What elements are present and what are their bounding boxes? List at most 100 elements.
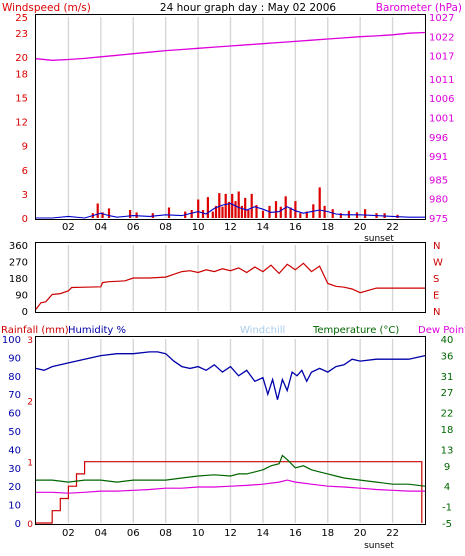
humidity-tick-label: 60 bbox=[8, 409, 21, 420]
rain-tick-label: 1 bbox=[27, 459, 33, 469]
temperature-tick-label: 36 bbox=[441, 351, 454, 362]
x-tick-label: 14 bbox=[257, 222, 270, 233]
barometer-axis-title: Barometer (hPa) bbox=[376, 2, 462, 14]
baro-tick-label: 1006 bbox=[429, 94, 454, 105]
temperature-line bbox=[36, 454, 426, 487]
temperature-tick-label: 22 bbox=[441, 409, 454, 420]
wind-bar bbox=[240, 205, 243, 218]
tick-labels: 0369121518202325975980985991996100110061… bbox=[2, 13, 455, 539]
rain-tick-label: 0 bbox=[27, 520, 33, 530]
direction-tick-label: 180 bbox=[9, 274, 28, 285]
wind-bar bbox=[339, 213, 342, 218]
wind-bar bbox=[221, 206, 224, 218]
wind-bar bbox=[289, 207, 292, 218]
wind-tick-label: 12 bbox=[15, 118, 28, 129]
graph-title: 24 hour graph day : May 02 2006 bbox=[160, 2, 336, 14]
direction-tick-label: 270 bbox=[9, 258, 28, 269]
temperature-tick-label: -5 bbox=[442, 519, 452, 530]
direction-tick-label: 0 bbox=[22, 307, 28, 318]
baro-tick-label: 1001 bbox=[429, 114, 454, 125]
humidity-tick-label: 70 bbox=[8, 390, 21, 401]
wind-bar bbox=[190, 210, 193, 218]
baro-tick-label: 996 bbox=[429, 133, 448, 144]
wind-bar bbox=[318, 187, 321, 218]
wind-tick-label: 9 bbox=[22, 142, 28, 153]
wind-bar bbox=[206, 197, 209, 218]
x-tick-label: 16 bbox=[289, 222, 302, 233]
wind-bar bbox=[201, 210, 205, 218]
humidity-tick-label: 20 bbox=[8, 482, 21, 493]
x-tick-label: 10 bbox=[192, 222, 205, 233]
temperature-tick-label: 31 bbox=[441, 372, 454, 383]
baro-tick-label: 1017 bbox=[429, 52, 454, 63]
baro-tick-label: 975 bbox=[429, 214, 448, 225]
baro-tick-label: 985 bbox=[429, 175, 448, 186]
x-tick-label: 04 bbox=[94, 528, 107, 539]
rain-tick-label: 3 bbox=[27, 336, 33, 346]
direction-tick-label: 90 bbox=[15, 291, 28, 302]
temperature-tick-label: 9 bbox=[444, 462, 450, 473]
x-tick-label: 18 bbox=[321, 528, 334, 539]
humidity-tick-label: 30 bbox=[8, 464, 21, 475]
wind-bar bbox=[167, 207, 171, 218]
baro-tick-label: 1022 bbox=[429, 32, 454, 43]
humidity-tick-label: 40 bbox=[8, 445, 21, 456]
x-tick-label: 22 bbox=[386, 222, 399, 233]
temperature-tick-label: 13 bbox=[441, 445, 454, 456]
baro-tick-label: 991 bbox=[429, 152, 448, 163]
wind-tick-label: 23 bbox=[15, 29, 28, 40]
temperature-axis-title: Temperature (°C) bbox=[312, 325, 399, 336]
wind-bar bbox=[250, 193, 253, 218]
x-tick-label: 02 bbox=[62, 528, 75, 539]
dewpoint-line bbox=[36, 479, 425, 494]
wind-tick-label: 18 bbox=[15, 69, 28, 80]
sunset-label-bottom: sunset bbox=[364, 541, 394, 551]
humidity-tick-label: 100 bbox=[2, 335, 21, 346]
humidity-axis-title: Humidity % bbox=[68, 325, 126, 336]
compass-tick-label: E bbox=[433, 291, 439, 302]
x-tick-label: 22 bbox=[386, 528, 399, 539]
temperature-tick-label: 27 bbox=[441, 388, 454, 399]
humidity-tick-label: 0 bbox=[15, 519, 21, 530]
wind-tick-label: 20 bbox=[15, 53, 28, 64]
compass-tick-label: W bbox=[433, 258, 443, 269]
wind-tick-label: 0 bbox=[22, 214, 28, 225]
baro-tick-label: 1027 bbox=[429, 13, 454, 24]
wind-bar bbox=[279, 206, 282, 218]
x-tick-label: 06 bbox=[127, 528, 140, 539]
sunset-label-top: sunset bbox=[364, 234, 394, 244]
wind-bar bbox=[237, 191, 240, 218]
wind-bar bbox=[255, 205, 258, 218]
series-marks bbox=[35, 31, 426, 524]
x-tick-label: 06 bbox=[127, 222, 140, 233]
rainfall-axis-title: Rainfall (mm) bbox=[1, 325, 69, 336]
x-tick-label: 02 bbox=[62, 222, 75, 233]
wind-bar bbox=[197, 199, 200, 218]
wind-bar bbox=[129, 210, 132, 218]
wind-bar bbox=[224, 193, 227, 218]
x-tick-label: 16 bbox=[289, 528, 302, 539]
dewpoint-label: Dew Point bbox=[418, 325, 465, 336]
temperature-tick-label: -1 bbox=[442, 503, 452, 514]
temperature-tick-label: 40 bbox=[441, 335, 454, 346]
wind-bar bbox=[274, 201, 278, 218]
wind-bar bbox=[135, 212, 138, 218]
windchill-label: Windchill bbox=[240, 325, 285, 336]
temperature-tick-label: 18 bbox=[441, 425, 454, 436]
wind-bar bbox=[247, 210, 250, 218]
wind-tick-label: 3 bbox=[22, 190, 28, 201]
x-tick-label: 20 bbox=[354, 528, 367, 539]
wind-bar bbox=[364, 209, 367, 218]
x-tick-label: 12 bbox=[224, 222, 237, 233]
compass-tick-label: N bbox=[433, 307, 440, 318]
x-tick-label: 12 bbox=[224, 528, 237, 539]
x-tick-label: 14 bbox=[257, 528, 270, 539]
gridlines bbox=[67, 17, 394, 523]
humidity-tick-label: 80 bbox=[8, 372, 21, 383]
wind-direction-line bbox=[35, 262, 425, 310]
humidity-tick-label: 90 bbox=[8, 353, 21, 364]
wind-bar bbox=[107, 208, 111, 218]
x-tick-label: 20 bbox=[354, 222, 367, 233]
wind-bar bbox=[294, 201, 297, 218]
